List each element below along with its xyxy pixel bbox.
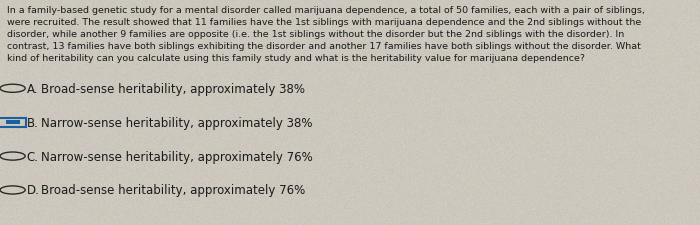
Text: C.: C. — [27, 150, 38, 163]
Text: Broad-sense heritability, approximately 38%: Broad-sense heritability, approximately … — [41, 82, 304, 95]
Text: Narrow-sense heritability, approximately 76%: Narrow-sense heritability, approximately… — [41, 150, 312, 163]
Text: Broad-sense heritability, approximately 76%: Broad-sense heritability, approximately … — [41, 184, 305, 197]
Text: B.: B. — [27, 116, 38, 129]
FancyBboxPatch shape — [6, 120, 20, 125]
Text: A.: A. — [27, 82, 38, 95]
Text: D.: D. — [27, 184, 39, 197]
Text: Narrow-sense heritability, approximately 38%: Narrow-sense heritability, approximately… — [41, 116, 312, 129]
Text: In a family-based genetic study for a mental disorder called marijuana dependenc: In a family-based genetic study for a me… — [7, 6, 645, 63]
